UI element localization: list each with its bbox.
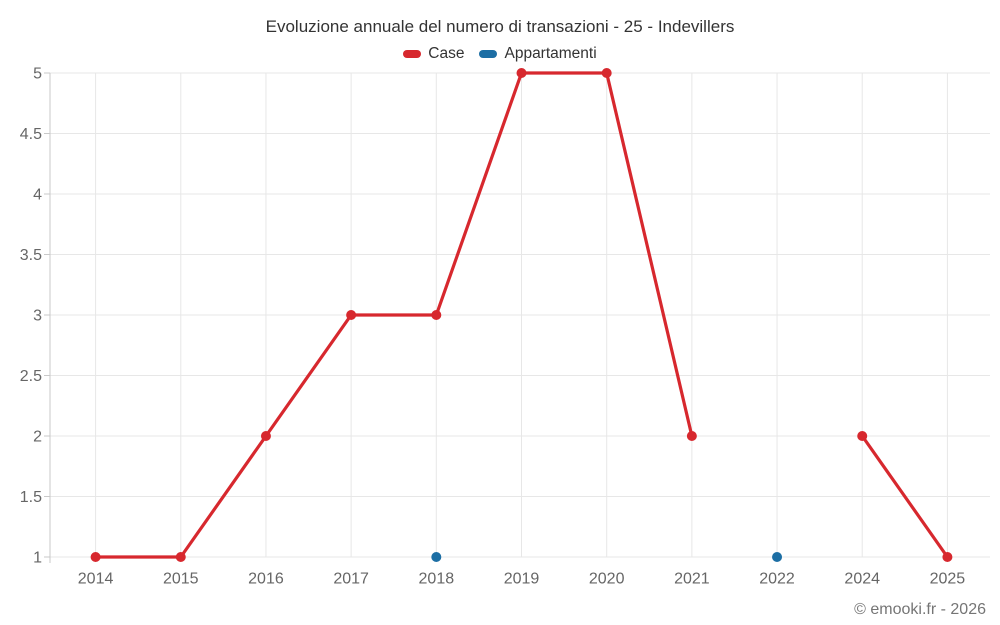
y-axis-label: 3.5 [20, 247, 42, 264]
legend-swatch-appartamenti-icon [479, 50, 498, 58]
series-line-case [93, 71, 694, 559]
legend: Case Appartamenti [0, 44, 1000, 64]
y-axis-label: 4 [33, 187, 42, 204]
data-point-case-2017[interactable] [346, 310, 357, 320]
x-axis-label: 2015 [163, 571, 199, 588]
y-axis-label: 1.5 [20, 489, 42, 506]
legend-label-appartamenti: Appartamenti [504, 45, 597, 62]
x-axis-label: 2014 [78, 571, 114, 588]
x-axis-label: 2019 [504, 571, 540, 588]
x-axis-label: 2025 [930, 571, 966, 588]
x-axis-label: 2018 [419, 571, 455, 588]
y-axis-label: 2.5 [20, 368, 42, 385]
x-axis-label: 2020 [589, 571, 625, 588]
y-axis-label: 5 [33, 66, 42, 83]
x-axis-label: 2024 [844, 571, 880, 588]
data-point-case-2024[interactable] [857, 431, 868, 441]
series-line-case [860, 434, 950, 559]
data-point-case-2025[interactable] [942, 552, 953, 562]
data-point-case-2016[interactable] [260, 431, 271, 441]
y-axis-label: 4.5 [20, 126, 42, 143]
legend-label-case: Case [428, 45, 465, 62]
x-axis-label: 2017 [333, 571, 369, 588]
x-axis-label: 2016 [248, 571, 284, 588]
y-axis-label: 2 [33, 429, 42, 446]
legend-item-case[interactable]: Case [403, 45, 464, 63]
x-axis-label: 2021 [674, 571, 710, 588]
y-axis-label: 1 [33, 550, 42, 567]
data-point-appartamenti-2018[interactable] [431, 552, 442, 562]
data-point-case-2018[interactable] [431, 310, 442, 320]
chart-title: Evoluzione annuale del numero di transaz… [265, 17, 735, 36]
legend-swatch-case-icon [403, 50, 422, 58]
y-axis-label: 3 [33, 308, 42, 325]
data-point-case-2015[interactable] [175, 552, 186, 562]
data-point-appartamenti-2022[interactable] [772, 552, 783, 562]
credits-link[interactable]: © emooki.fr - 2026 [854, 601, 986, 618]
data-point-case-2020[interactable] [601, 68, 612, 78]
data-point-case-2014[interactable] [90, 552, 101, 562]
data-point-case-2021[interactable] [686, 431, 697, 441]
legend-item-appartamenti[interactable]: Appartamenti [479, 45, 597, 63]
x-axis-label: 2022 [759, 571, 795, 588]
data-point-case-2019[interactable] [516, 68, 527, 78]
